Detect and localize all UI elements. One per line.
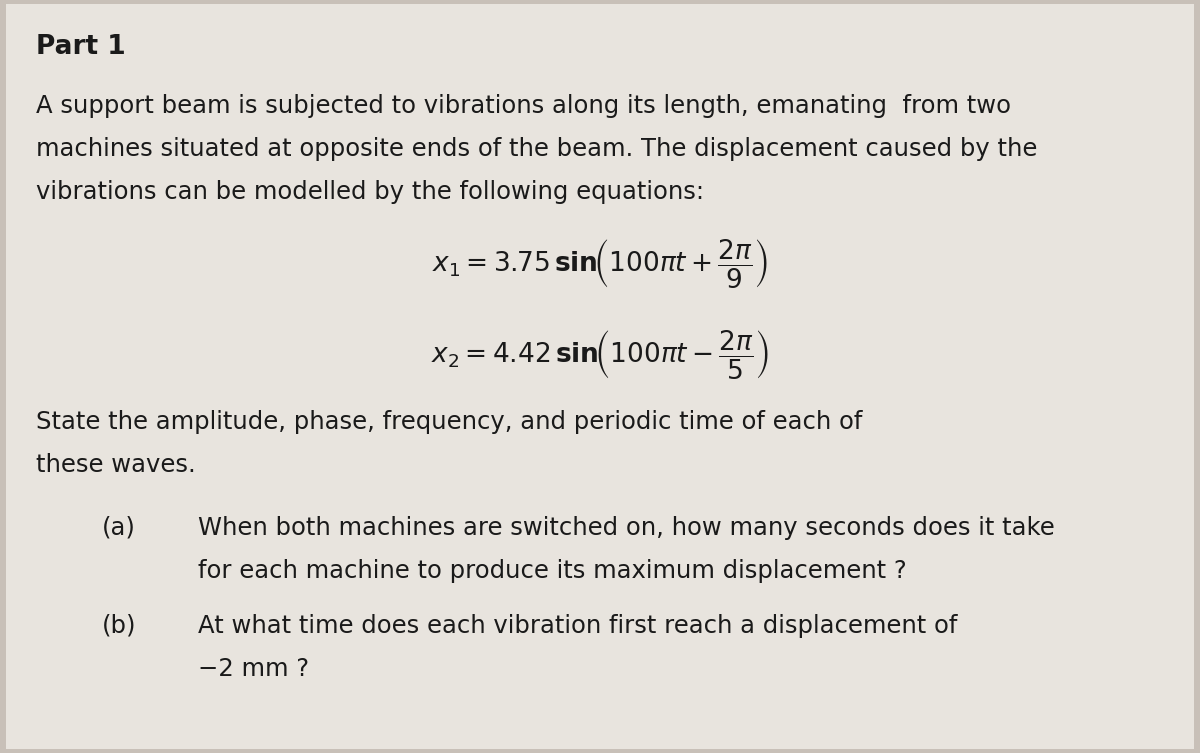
- Text: −2 mm ?: −2 mm ?: [198, 657, 310, 681]
- Text: A support beam is subjected to vibrations along its length, emanating  from two: A support beam is subjected to vibration…: [36, 94, 1010, 118]
- Text: (a): (a): [102, 516, 136, 540]
- Text: $x_1 = 3.75\,\mathbf{sin}\!\left(100\pi t + \dfrac{2\pi}{9}\right)$: $x_1 = 3.75\,\mathbf{sin}\!\left(100\pi …: [432, 237, 768, 290]
- Text: these waves.: these waves.: [36, 453, 196, 477]
- Text: machines situated at opposite ends of the beam. The displacement caused by the: machines situated at opposite ends of th…: [36, 137, 1037, 161]
- Text: for each machine to produce its maximum displacement ?: for each machine to produce its maximum …: [198, 559, 907, 583]
- Text: At what time does each vibration first reach a displacement of: At what time does each vibration first r…: [198, 614, 958, 638]
- Text: Part 1: Part 1: [36, 34, 126, 60]
- Text: State the amplitude, phase, frequency, and periodic time of each of: State the amplitude, phase, frequency, a…: [36, 410, 863, 434]
- Text: (b): (b): [102, 614, 137, 638]
- Text: vibrations can be modelled by the following equations:: vibrations can be modelled by the follow…: [36, 180, 704, 204]
- Text: When both machines are switched on, how many seconds does it take: When both machines are switched on, how …: [198, 516, 1055, 540]
- Text: $x_2 = 4.42\,\mathbf{sin}\!\left(100\pi t - \dfrac{2\pi}{5}\right)$: $x_2 = 4.42\,\mathbf{sin}\!\left(100\pi …: [431, 328, 769, 380]
